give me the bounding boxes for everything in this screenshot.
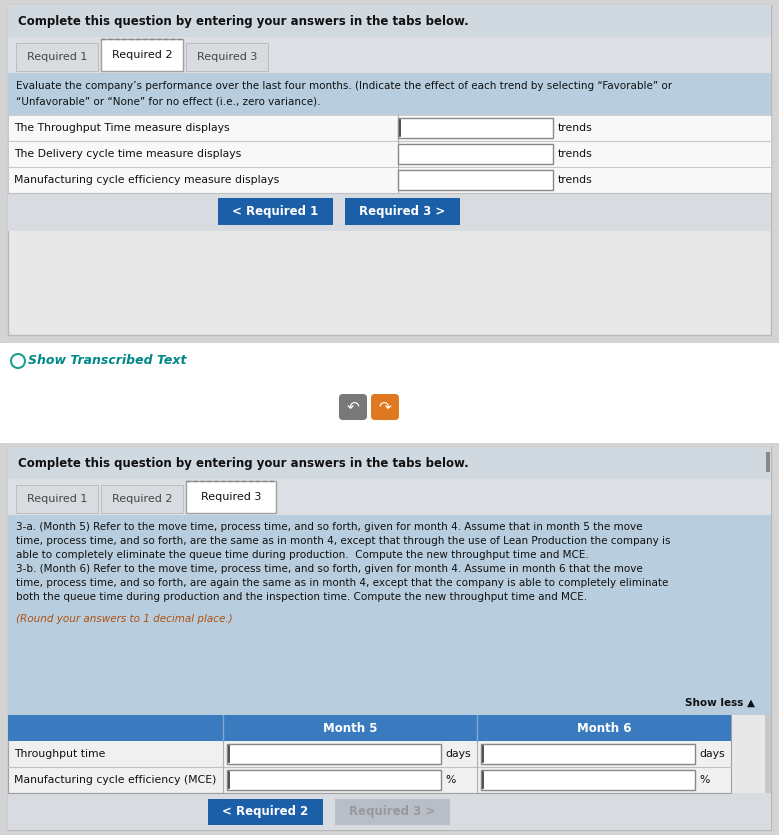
Text: Required 3: Required 3 (197, 52, 257, 62)
Text: Evaluate the company’s performance over the last four months. (Indicate the effe: Evaluate the company’s performance over … (16, 81, 672, 91)
Bar (16, 485, 98, 513)
Bar (218, 198, 333, 225)
Text: Required 1: Required 1 (26, 52, 87, 62)
Text: The Throughput Time measure displays: The Throughput Time measure displays (14, 123, 230, 133)
Bar (8, 73, 771, 115)
Text: Required 2: Required 2 (111, 494, 172, 504)
Text: days: days (699, 749, 724, 759)
Bar (8, 447, 771, 830)
Text: trends: trends (558, 149, 593, 159)
Text: 3-a. (Month 5) Refer to the move time, process time, and so forth, given for mon: 3-a. (Month 5) Refer to the move time, p… (16, 522, 643, 532)
Text: able to completely eliminate the queue time during production.  Compute the new : able to completely eliminate the queue t… (16, 550, 589, 560)
Text: Month 6: Month 6 (576, 721, 631, 735)
Text: The Delivery cycle time measure displays: The Delivery cycle time measure displays (14, 149, 241, 159)
Text: Complete this question by entering your answers in the tabs below.: Complete this question by entering your … (18, 14, 469, 28)
Bar (8, 447, 771, 479)
Text: days: days (445, 749, 471, 759)
Text: time, process time, and so forth, are again the same as in month 4, except that : time, process time, and so forth, are ag… (16, 578, 668, 588)
Bar (398, 118, 553, 138)
Bar (8, 715, 731, 793)
Text: ↷: ↷ (379, 399, 391, 414)
Bar (345, 198, 460, 225)
Bar (101, 39, 183, 71)
Bar (8, 5, 771, 37)
Text: (Round your answers to 1 decimal place.): (Round your answers to 1 decimal place.) (16, 614, 233, 624)
Text: both the queue time during production and the inspection time. Compute the new t: both the queue time during production an… (16, 592, 587, 602)
Bar (186, 481, 276, 513)
Bar (208, 799, 323, 825)
Text: < Required 2: < Required 2 (222, 806, 308, 818)
Text: Show Transcribed Text: Show Transcribed Text (28, 355, 186, 367)
Text: 3-b. (Month 6) Refer to the move time, process time, and so forth, given for mon: 3-b. (Month 6) Refer to the move time, p… (16, 564, 643, 574)
Bar (398, 170, 553, 190)
Bar (8, 793, 771, 830)
Bar (16, 43, 98, 71)
Bar (101, 485, 183, 513)
Text: Complete this question by entering your answers in the tabs below.: Complete this question by entering your … (18, 457, 469, 469)
Text: Required 2: Required 2 (111, 50, 172, 60)
Text: time, process time, and so forth, are the same as in month 4, except that throug: time, process time, and so forth, are th… (16, 536, 671, 546)
Text: Required 3 >: Required 3 > (349, 806, 435, 818)
Bar (8, 715, 731, 741)
Text: ↶: ↶ (347, 399, 359, 414)
Text: Required 1: Required 1 (26, 494, 87, 504)
Bar (766, 452, 770, 472)
Text: Month 5: Month 5 (323, 721, 377, 735)
Bar (8, 479, 771, 515)
Text: %: % (699, 775, 710, 785)
Text: Show less ▲: Show less ▲ (685, 698, 755, 708)
Bar (8, 5, 771, 335)
Text: trends: trends (558, 123, 593, 133)
Bar (0, 343, 779, 443)
Text: trends: trends (558, 175, 593, 185)
Bar (481, 744, 695, 764)
Text: < Required 1: < Required 1 (232, 205, 319, 218)
FancyBboxPatch shape (371, 394, 399, 420)
Text: “Unfavorable” or “None” for no effect (i.e., zero variance).: “Unfavorable” or “None” for no effect (i… (16, 97, 320, 107)
Text: Manufacturing cycle efficiency measure displays: Manufacturing cycle efficiency measure d… (14, 175, 279, 185)
Bar (227, 770, 441, 790)
Text: Throughput time: Throughput time (14, 749, 105, 759)
Bar (8, 115, 771, 193)
Bar (186, 43, 268, 71)
Bar (398, 144, 553, 164)
Text: Manufacturing cycle efficiency (MCE): Manufacturing cycle efficiency (MCE) (14, 775, 217, 785)
Bar (8, 37, 771, 73)
Bar (335, 799, 450, 825)
Bar (8, 515, 771, 715)
Text: Required 3: Required 3 (201, 492, 261, 502)
Text: %: % (445, 775, 456, 785)
Bar (481, 770, 695, 790)
Bar (765, 447, 771, 830)
Text: Required 3 >: Required 3 > (359, 205, 446, 218)
FancyBboxPatch shape (339, 394, 367, 420)
Bar (8, 193, 771, 231)
Bar (227, 744, 441, 764)
